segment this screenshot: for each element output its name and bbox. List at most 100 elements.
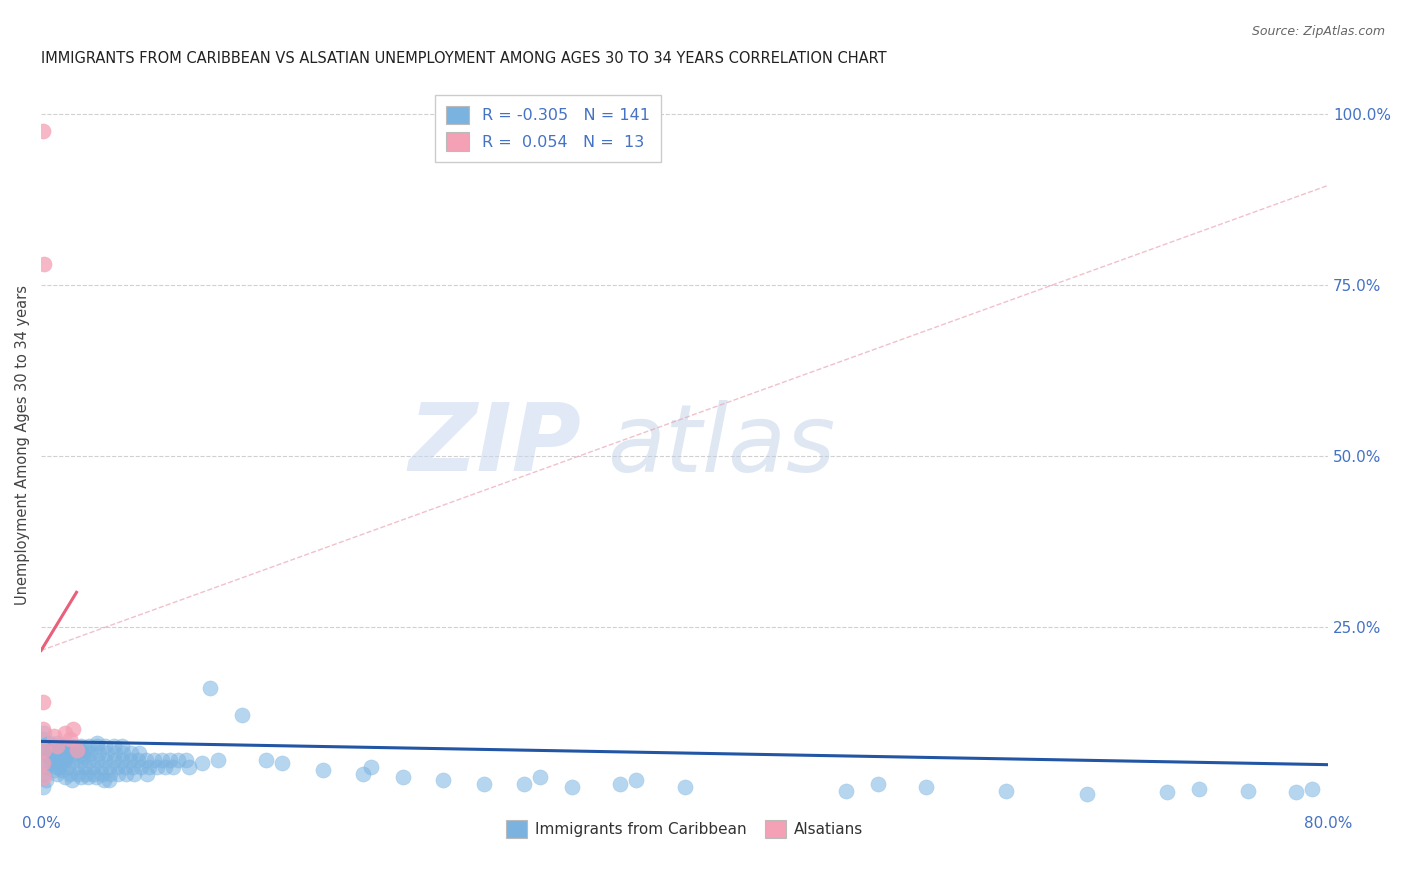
Point (34, 746, 56, 760)
Point (46, 749, 69, 764)
Point (107, 766, 129, 780)
Point (34, 257, 56, 271)
Point (56, 746, 79, 760)
Point (31, 756, 53, 771)
Point (110, 753, 132, 767)
Point (42, 729, 65, 743)
Point (72, 749, 94, 764)
Point (46, 736, 69, 750)
Point (82, 760, 104, 774)
Point (60, 773, 83, 788)
Point (31, 695, 53, 709)
Point (51, 739, 73, 754)
Point (432, 773, 454, 788)
Point (63, 746, 86, 760)
Point (38, 736, 60, 750)
Point (53, 739, 76, 754)
Point (48, 742, 70, 756)
Point (51, 763, 73, 777)
Point (1188, 782, 1211, 797)
Point (46, 766, 69, 780)
Point (529, 770, 551, 784)
Point (59, 732, 82, 747)
Point (83, 766, 105, 780)
Point (79, 753, 101, 767)
Point (179, 760, 201, 774)
Point (121, 760, 143, 774)
Point (162, 760, 184, 774)
Point (93, 773, 115, 788)
Point (352, 766, 374, 780)
Point (80, 746, 103, 760)
Point (65, 760, 87, 774)
Point (76, 770, 98, 784)
Point (37, 742, 59, 756)
Point (120, 746, 142, 760)
Point (70, 753, 93, 767)
Point (153, 760, 176, 774)
Point (98, 766, 121, 780)
Point (62, 753, 84, 767)
Point (915, 780, 938, 795)
Point (53, 753, 76, 767)
Point (31, 739, 53, 754)
Point (73, 760, 96, 774)
Point (41, 742, 63, 756)
Point (360, 760, 382, 774)
Point (146, 760, 169, 774)
Point (995, 783, 1018, 797)
Point (69, 742, 91, 756)
Point (86, 739, 108, 754)
Point (254, 753, 277, 767)
Point (49, 756, 72, 771)
Point (191, 756, 214, 771)
Point (35, 760, 58, 774)
Point (114, 760, 136, 774)
Point (138, 760, 160, 774)
Point (673, 780, 696, 795)
Legend: Immigrants from Caribbean, Alsatians: Immigrants from Caribbean, Alsatians (501, 814, 869, 844)
Point (103, 739, 125, 754)
Point (49, 746, 72, 760)
Point (174, 753, 197, 767)
Point (73, 742, 96, 756)
Point (38, 749, 60, 764)
Point (271, 756, 294, 771)
Point (31, 722, 53, 736)
Point (34, 770, 56, 784)
Point (58, 760, 80, 774)
Y-axis label: Unemployment Among Ages 30 to 34 years: Unemployment Among Ages 30 to 34 years (15, 285, 30, 606)
Point (136, 766, 159, 780)
Point (94, 739, 117, 754)
Point (207, 753, 229, 767)
Point (231, 708, 253, 723)
Point (31, 753, 53, 767)
Point (472, 777, 495, 791)
Point (70, 770, 93, 784)
Point (34, 766, 56, 780)
Point (834, 783, 856, 797)
Point (46, 739, 69, 754)
Point (159, 753, 181, 767)
Point (53, 725, 76, 739)
Point (127, 753, 149, 767)
Text: IMMIGRANTS FROM CARIBBEAN VS ALSATIAN UNEMPLOYMENT AMONG AGES 30 TO 34 YEARS COR: IMMIGRANTS FROM CARIBBEAN VS ALSATIAN UN… (41, 51, 887, 66)
Text: atlas: atlas (607, 400, 835, 491)
Point (626, 773, 648, 788)
Point (84, 770, 107, 784)
Point (115, 766, 138, 780)
Text: ZIP: ZIP (409, 400, 582, 491)
Point (91, 766, 114, 780)
Point (105, 760, 128, 774)
Point (62, 722, 84, 736)
Point (609, 777, 631, 791)
Point (198, 681, 221, 695)
Point (65, 742, 87, 756)
Point (42, 763, 65, 777)
Point (41, 753, 63, 767)
Point (1156, 785, 1178, 799)
Point (1285, 785, 1308, 799)
Point (56, 749, 79, 764)
Point (86, 736, 108, 750)
Point (129, 760, 152, 774)
